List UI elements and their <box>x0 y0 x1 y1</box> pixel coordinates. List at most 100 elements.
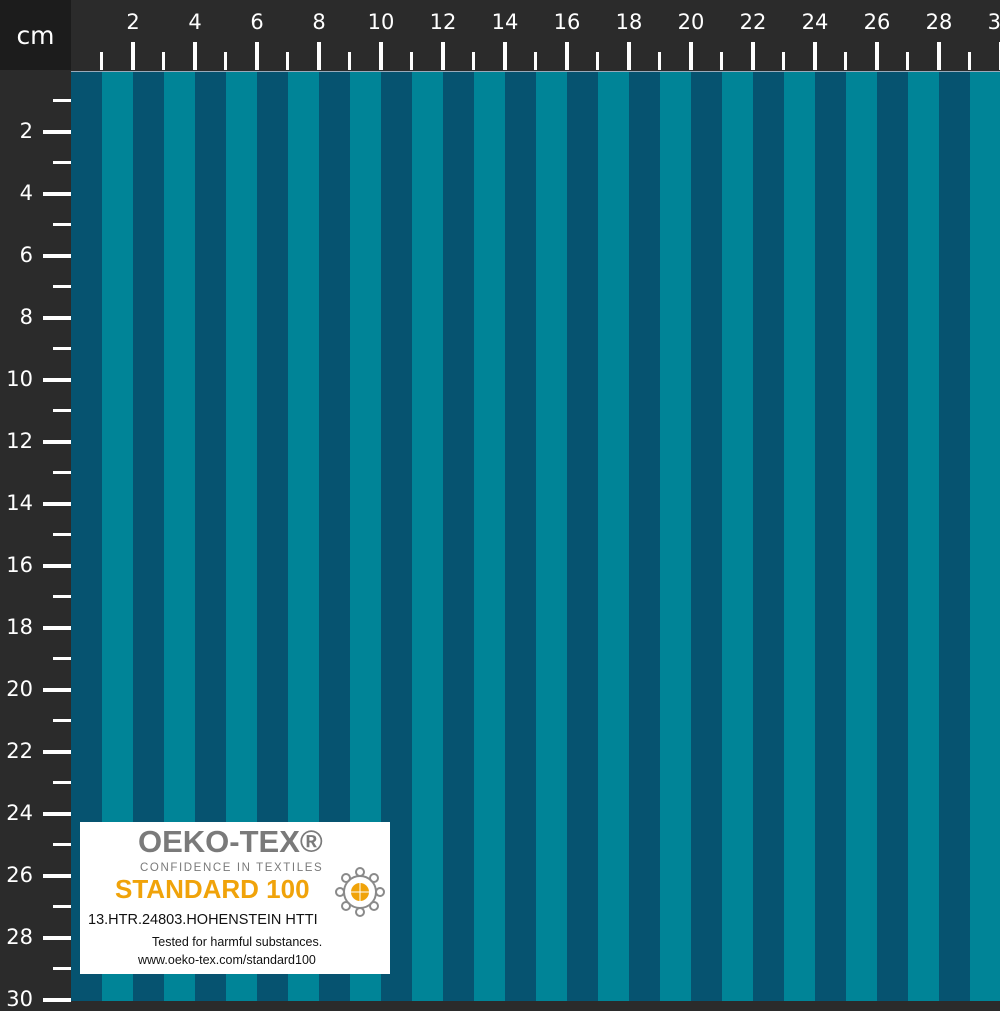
left-tick-label: 24 <box>6 801 33 825</box>
top-tick-label: 28 <box>925 10 953 34</box>
left-tick-label: 8 <box>19 305 33 329</box>
left-major-tick <box>43 316 71 320</box>
top-major-tick <box>193 42 197 70</box>
top-minor-tick <box>720 52 723 70</box>
left-minor-tick <box>53 595 71 598</box>
stripe-dark <box>629 72 660 1001</box>
top-minor-tick <box>348 52 351 70</box>
stripe-dark <box>753 72 784 1001</box>
left-minor-tick <box>53 285 71 288</box>
stripe-light <box>536 72 567 1001</box>
left-major-tick <box>43 440 71 444</box>
left-minor-tick <box>53 781 71 784</box>
label-note: Tested for harmful substances. <box>152 935 323 949</box>
left-tick-label: 12 <box>6 429 33 453</box>
top-tick-label: 22 <box>739 10 767 34</box>
left-minor-tick <box>53 843 71 846</box>
top-minor-tick <box>286 52 289 70</box>
top-minor-tick <box>100 52 103 70</box>
left-minor-tick <box>53 533 71 536</box>
left-tick-label: 16 <box>6 553 33 577</box>
left-tick-label: 22 <box>6 739 33 763</box>
left-minor-tick <box>53 347 71 350</box>
stripe-dark <box>939 72 970 1001</box>
stripe-dark <box>877 72 908 1001</box>
left-major-tick <box>43 378 71 382</box>
top-major-tick <box>627 42 631 70</box>
left-tick-label: 14 <box>6 491 33 515</box>
stripe-light <box>660 72 691 1001</box>
stripe-dark <box>567 72 598 1001</box>
left-tick-label: 28 <box>6 925 33 949</box>
stripe-light <box>846 72 877 1001</box>
top-major-tick <box>565 42 569 70</box>
top-minor-tick <box>844 52 847 70</box>
left-minor-tick <box>53 409 71 412</box>
left-minor-tick <box>53 905 71 908</box>
stripe-dark <box>815 72 846 1001</box>
top-minor-tick <box>782 52 785 70</box>
label-url: www.oeko-tex.com/standard100 <box>138 953 316 967</box>
stripe-light <box>474 72 505 1001</box>
left-tick-label: 2 <box>19 119 33 143</box>
top-tick-label: 16 <box>553 10 581 34</box>
left-tick-label: 18 <box>6 615 33 639</box>
label-brand: OEKO-TEX® <box>138 824 323 859</box>
top-major-tick <box>689 42 693 70</box>
left-minor-tick <box>53 967 71 970</box>
top-minor-tick <box>596 52 599 70</box>
top-minor-tick <box>968 52 971 70</box>
stripe-light <box>908 72 939 1001</box>
stripe-light <box>598 72 629 1001</box>
left-ruler: 2 4 6 8 10 12 14 16 18 20 22 24 26 28 30 <box>0 70 71 1011</box>
left-major-tick <box>43 874 71 878</box>
left-major-tick <box>43 936 71 940</box>
left-minor-tick <box>53 657 71 660</box>
left-major-tick <box>43 254 71 258</box>
left-major-tick <box>43 998 71 1002</box>
top-tick-label: 30 <box>987 10 1000 34</box>
left-tick-label: 26 <box>6 863 33 887</box>
oeko-tex-flower-icon <box>335 867 385 917</box>
top-minor-tick <box>534 52 537 70</box>
left-tick-label: 20 <box>6 677 33 701</box>
stripe-light <box>722 72 753 1001</box>
left-tick-label: 6 <box>19 243 33 267</box>
left-major-tick <box>43 688 71 692</box>
stripe-light <box>970 72 1000 1001</box>
top-major-tick <box>317 42 321 70</box>
left-major-tick <box>43 564 71 568</box>
top-major-tick <box>379 42 383 70</box>
left-major-tick <box>43 812 71 816</box>
left-minor-tick <box>53 99 71 102</box>
left-minor-tick <box>53 719 71 722</box>
stripe-dark <box>691 72 722 1001</box>
left-minor-tick <box>53 223 71 226</box>
top-tick-label: 6 <box>250 10 264 34</box>
top-minor-tick <box>410 52 413 70</box>
top-major-tick <box>937 42 941 70</box>
oeko-tex-label: OEKO-TEX® CONFIDENCE IN TEXTILES STANDAR… <box>80 822 390 974</box>
top-tick-label: 4 <box>188 10 202 34</box>
stripe-dark <box>505 72 536 1001</box>
top-tick-label: 18 <box>615 10 643 34</box>
top-major-tick <box>751 42 755 70</box>
left-major-tick <box>43 626 71 630</box>
top-major-tick <box>503 42 507 70</box>
left-major-tick <box>43 502 71 506</box>
left-tick-label: 4 <box>19 181 33 205</box>
left-minor-tick <box>53 471 71 474</box>
top-tick-label: 2 <box>126 10 140 34</box>
top-minor-tick <box>224 52 227 70</box>
top-major-tick <box>255 42 259 70</box>
top-tick-label: 8 <box>312 10 326 34</box>
top-minor-tick <box>658 52 661 70</box>
top-major-tick <box>813 42 817 70</box>
top-major-tick <box>441 42 445 70</box>
top-tick-label: 24 <box>801 10 829 34</box>
top-minor-tick <box>162 52 165 70</box>
top-tick-label: 14 <box>491 10 519 34</box>
left-tick-label: 10 <box>6 367 33 391</box>
left-major-tick <box>43 130 71 134</box>
